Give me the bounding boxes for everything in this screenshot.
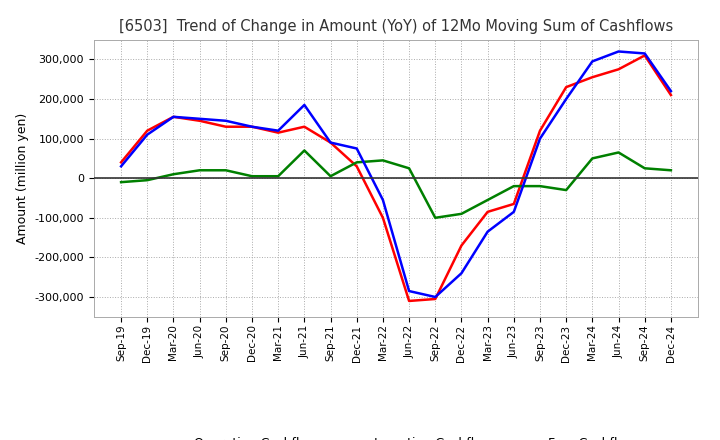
Operating Cashflow [667, 92, 675, 98]
Free Cashflow [431, 294, 440, 300]
Investing Cashflow [510, 183, 518, 189]
Investing Cashflow [117, 180, 125, 185]
Investing Cashflow [640, 165, 649, 171]
Free Cashflow [667, 88, 675, 94]
Operating Cashflow [562, 84, 570, 90]
Line: Free Cashflow: Free Cashflow [121, 51, 671, 297]
Free Cashflow [510, 209, 518, 214]
Legend: Operating Cashflow, Investing Cashflow, Free Cashflow: Operating Cashflow, Investing Cashflow, … [152, 432, 640, 440]
Operating Cashflow [248, 124, 256, 129]
Operating Cashflow [222, 124, 230, 129]
Free Cashflow [457, 271, 466, 276]
Investing Cashflow [248, 173, 256, 179]
Operating Cashflow [195, 118, 204, 123]
Investing Cashflow [222, 168, 230, 173]
Free Cashflow [588, 59, 597, 64]
Free Cashflow [143, 132, 152, 137]
Free Cashflow [536, 136, 544, 141]
Operating Cashflow [169, 114, 178, 119]
Investing Cashflow [562, 187, 570, 193]
Free Cashflow [614, 49, 623, 54]
Free Cashflow [352, 146, 361, 151]
Free Cashflow [483, 229, 492, 234]
Operating Cashflow [536, 128, 544, 133]
Free Cashflow [195, 116, 204, 121]
Operating Cashflow [640, 53, 649, 58]
Operating Cashflow [431, 297, 440, 302]
Investing Cashflow [195, 168, 204, 173]
Operating Cashflow [326, 140, 335, 145]
Operating Cashflow [379, 215, 387, 220]
Title: [6503]  Trend of Change in Amount (YoY) of 12Mo Moving Sum of Cashflows: [6503] Trend of Change in Amount (YoY) o… [119, 19, 673, 34]
Free Cashflow [274, 128, 282, 133]
Line: Operating Cashflow: Operating Cashflow [121, 55, 671, 301]
Investing Cashflow [667, 168, 675, 173]
Operating Cashflow [352, 164, 361, 169]
Investing Cashflow [300, 148, 309, 153]
Operating Cashflow [143, 128, 152, 133]
Operating Cashflow [614, 66, 623, 72]
Free Cashflow [248, 124, 256, 129]
Free Cashflow [300, 102, 309, 107]
Line: Investing Cashflow: Investing Cashflow [121, 150, 671, 218]
Operating Cashflow [588, 74, 597, 80]
Investing Cashflow [614, 150, 623, 155]
Investing Cashflow [483, 197, 492, 202]
Free Cashflow [379, 197, 387, 202]
Free Cashflow [640, 51, 649, 56]
Investing Cashflow [143, 177, 152, 183]
Free Cashflow [117, 164, 125, 169]
Investing Cashflow [405, 165, 413, 171]
Investing Cashflow [352, 160, 361, 165]
Operating Cashflow [510, 201, 518, 206]
Operating Cashflow [457, 243, 466, 248]
Investing Cashflow [431, 215, 440, 220]
Investing Cashflow [536, 183, 544, 189]
Operating Cashflow [483, 209, 492, 214]
Investing Cashflow [274, 173, 282, 179]
Investing Cashflow [169, 172, 178, 177]
Free Cashflow [169, 114, 178, 119]
Operating Cashflow [300, 124, 309, 129]
Free Cashflow [562, 96, 570, 102]
Operating Cashflow [274, 130, 282, 135]
Operating Cashflow [117, 160, 125, 165]
Free Cashflow [222, 118, 230, 123]
Investing Cashflow [379, 158, 387, 163]
Investing Cashflow [588, 156, 597, 161]
Y-axis label: Amount (million yen): Amount (million yen) [16, 113, 29, 244]
Operating Cashflow [405, 298, 413, 304]
Free Cashflow [405, 288, 413, 293]
Free Cashflow [326, 140, 335, 145]
Investing Cashflow [326, 173, 335, 179]
Investing Cashflow [457, 211, 466, 216]
